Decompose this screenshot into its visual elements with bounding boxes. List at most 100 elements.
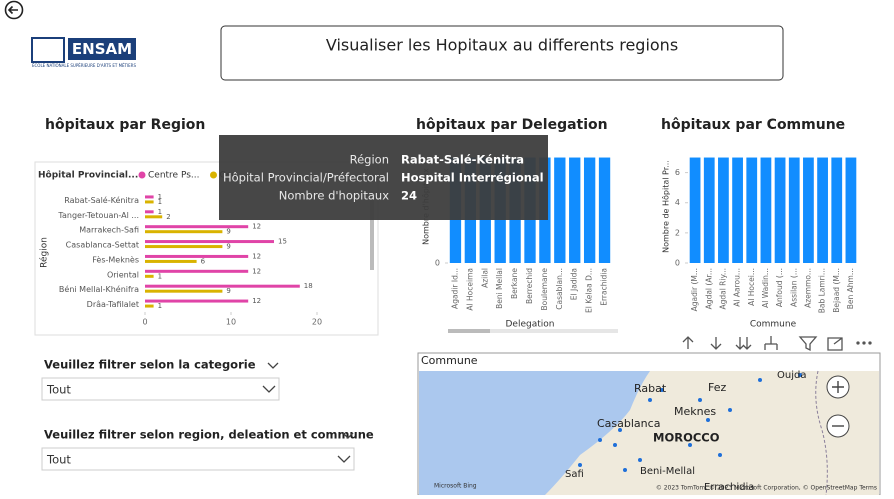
chart-title: hôpitaux par Delegation: [416, 117, 608, 133]
x-tick-label: Al Hocei...: [747, 268, 756, 306]
x-tick-label: 10: [226, 318, 236, 327]
drill-up-icon[interactable]: [682, 336, 694, 349]
x-tick-label: Agdal Riy...: [718, 268, 727, 310]
x-tick-label: 20: [312, 318, 322, 327]
x-tick-label: Anfoud (...: [775, 268, 784, 307]
tooltip-value: Hospital Interrégional: [401, 171, 544, 185]
logo-text: ENSAM: [72, 40, 132, 58]
bar: [145, 274, 154, 278]
dropdown[interactable]: [41, 377, 280, 401]
dropdown-chevron: [337, 455, 351, 463]
location-dot: [613, 443, 617, 447]
bar: [569, 157, 581, 263]
place-label: Errachidia: [704, 482, 754, 493]
filter-chevron: [342, 432, 354, 439]
tooltip-value: 24: [401, 189, 417, 203]
bar: [145, 195, 154, 199]
data-label: 1: [158, 198, 162, 206]
legend-marker: [138, 171, 146, 179]
location-dot: [598, 438, 602, 442]
x-tick-label: Berrechid: [525, 268, 534, 304]
dropdown[interactable]: [41, 447, 355, 471]
data-label: 9: [226, 243, 230, 251]
data-label: 15: [278, 238, 287, 246]
place-label: Safi: [565, 469, 584, 480]
x-tick-label: Al Wadin...: [761, 268, 770, 308]
bar: [145, 269, 249, 273]
data-label: 12: [252, 223, 261, 231]
bar: [703, 157, 715, 263]
drill-down-icon[interactable]: [710, 337, 722, 350]
more-dot: [868, 341, 872, 345]
logo-subtext: ÉCOLE NATIONALE SUPÉRIEURE D'ARTS ET MÉT…: [32, 63, 136, 68]
x-tick-label: Agadir (M...: [690, 268, 699, 311]
y-tick-label: Drâa-Tafilalet: [87, 300, 139, 309]
x-tick-label: Assilan (...: [789, 268, 798, 307]
x-tick-label: Azilal: [480, 268, 489, 288]
scrollbar[interactable]: [448, 329, 490, 333]
more-dot: [862, 341, 866, 345]
y-tick-label: Marrakech-Safi: [79, 226, 139, 235]
y-tick-label: Rabat-Salé-Kénitra: [64, 195, 139, 205]
place-label: Oujda: [777, 370, 806, 381]
y-tick-label: Fès-Meknès: [92, 254, 139, 264]
x-tick-label: Agadir Id...: [450, 268, 459, 309]
back-button[interactable]: [4, 0, 24, 20]
place-label: Casablanca: [597, 417, 660, 430]
chart-title: hôpitaux par Region: [45, 117, 205, 133]
bar: [817, 157, 828, 263]
legend-label: Centre Ps...: [148, 171, 200, 181]
y-tick-label: 0: [675, 259, 680, 268]
border: [815, 370, 828, 496]
map-title: Commune: [421, 354, 478, 367]
location-dot: [718, 453, 722, 457]
data-label: 1: [158, 302, 162, 310]
map: Commune Microsoft Bing © 2023 TomTom, © …: [417, 352, 881, 496]
x-tick-label: Errachidia: [600, 268, 609, 306]
y-tick-label: Oriental: [107, 270, 139, 279]
bar: [145, 299, 249, 303]
data-label: 2: [166, 213, 170, 221]
x-tick-label: 0: [142, 318, 147, 327]
bar: [145, 284, 300, 288]
filter-icon[interactable]: [798, 336, 818, 352]
back-arrow: [7, 5, 18, 15]
bar: [598, 157, 611, 263]
bar: [145, 200, 154, 204]
tooltip-label: Nombre d'hopitaux: [279, 189, 389, 203]
expand-icon[interactable]: [764, 336, 778, 350]
filter-label: Veuillez filtrer selon la categorie: [44, 358, 256, 372]
next-level-icon[interactable]: [735, 337, 752, 350]
data-label: 1: [158, 208, 162, 216]
bar: [689, 157, 701, 263]
page-title: Visualiser les Hopitaux au differents re…: [326, 36, 678, 55]
bar: [145, 240, 274, 244]
tooltip-box: [219, 135, 548, 220]
filters: Veuillez filtrer selon la categorie Tout V…: [41, 358, 374, 471]
data-label: 9: [226, 228, 230, 236]
location-dot: [623, 468, 627, 472]
scrollbar[interactable]: [370, 200, 374, 270]
x-axis-title: Commune: [750, 320, 797, 330]
bar: [145, 289, 223, 293]
zoom-in-icon: [832, 381, 844, 393]
place-label: Fez: [708, 381, 726, 394]
tooltip-label: Région: [350, 153, 389, 167]
bar: [788, 157, 800, 263]
y-tick-label: 6: [675, 168, 680, 177]
x-axis-title: Delegation: [506, 320, 555, 330]
y-axis-title: Région: [39, 237, 50, 268]
data-label: 12: [252, 297, 261, 305]
tooltip-value: Rabat-Salé-Kénitra: [401, 153, 524, 167]
legend-title: Hôpital Provincial...: [38, 170, 138, 181]
data-label: 1: [158, 272, 162, 280]
place-label: Beni-Mellal: [640, 466, 695, 477]
focus-icon[interactable]: [827, 337, 843, 351]
bar: [845, 157, 857, 263]
x-tick-label: Al Aarou...: [733, 268, 742, 307]
more-dot[interactable]: [856, 341, 860, 345]
bar: [145, 210, 154, 214]
legend-marker: [210, 171, 217, 179]
